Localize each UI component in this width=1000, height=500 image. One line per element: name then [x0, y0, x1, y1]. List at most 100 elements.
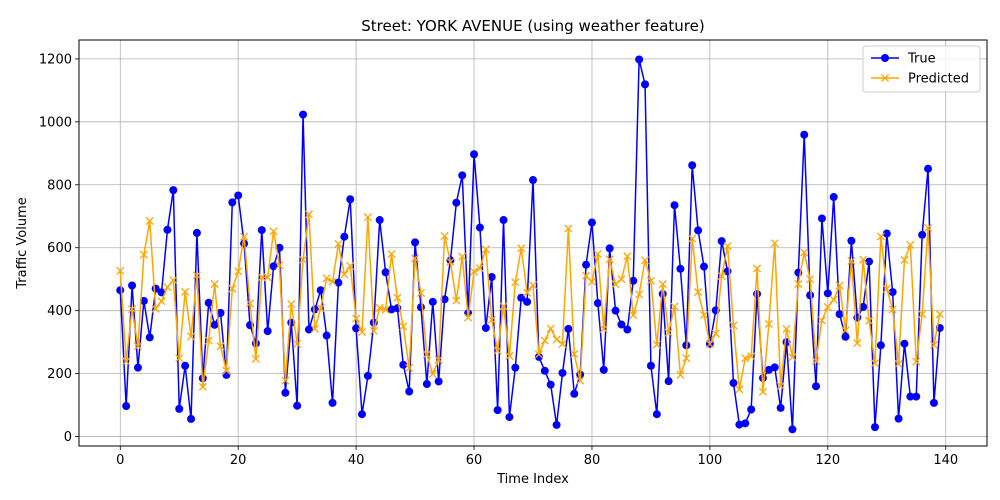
x-axis-title: Time Index	[496, 472, 569, 487]
data-point-predicted	[434, 355, 443, 364]
data-point-true	[505, 413, 514, 422]
data-point-predicted	[652, 340, 661, 349]
legend-label-predicted: Predicted	[908, 72, 969, 87]
data-point-predicted	[876, 232, 885, 241]
data-point-true	[817, 214, 826, 223]
data-point-predicted	[346, 261, 355, 271]
data-point-true	[788, 425, 797, 434]
data-point-predicted	[735, 385, 744, 394]
data-point-predicted	[900, 255, 909, 265]
data-point-true	[422, 379, 431, 388]
data-point-true	[204, 298, 213, 307]
data-point-predicted	[723, 242, 732, 251]
data-point-true	[452, 198, 461, 207]
data-point-predicted	[517, 244, 526, 253]
data-point-predicted	[475, 264, 484, 273]
data-point-predicted	[670, 302, 679, 311]
data-point-true	[122, 402, 131, 411]
data-point-true	[263, 327, 272, 336]
data-point-true	[281, 388, 290, 397]
data-point-true	[593, 299, 602, 308]
data-point-true	[187, 414, 196, 423]
data-point-true	[416, 303, 425, 312]
data-point-predicted	[210, 279, 219, 288]
data-point-true	[540, 366, 549, 375]
data-point-predicted	[322, 274, 331, 283]
data-point-predicted	[387, 249, 396, 259]
x-tick-label: 80	[584, 453, 601, 468]
data-point-true	[499, 216, 508, 225]
data-point-true	[375, 216, 384, 225]
data-point-true	[116, 286, 125, 295]
data-point-predicted	[923, 223, 933, 232]
data-point-predicted	[304, 210, 314, 219]
data-point-predicted	[298, 255, 308, 264]
data-point-true	[546, 380, 555, 389]
data-point-predicted	[593, 249, 602, 259]
y-tick-label: 1200	[39, 52, 72, 67]
data-point-true	[381, 268, 390, 277]
data-point-true	[870, 423, 879, 432]
data-point-true	[641, 80, 650, 89]
data-point-true	[222, 370, 231, 379]
data-point-predicted	[204, 336, 213, 345]
data-point-predicted	[646, 276, 655, 285]
data-point-true	[900, 339, 909, 348]
data-point-true	[629, 276, 638, 285]
x-tick-label: 40	[348, 453, 365, 468]
data-point-predicted	[935, 310, 944, 319]
data-point-predicted	[251, 354, 260, 363]
data-point-true	[741, 419, 750, 428]
data-point-predicted	[428, 369, 437, 378]
data-point-true	[340, 232, 349, 241]
data-point-predicted	[275, 261, 284, 270]
data-point-true	[511, 363, 520, 372]
data-point-true	[163, 225, 172, 234]
data-point-predicted	[293, 339, 302, 349]
data-point-true	[829, 193, 838, 202]
data-point-predicted	[151, 304, 160, 313]
data-point-predicted	[181, 287, 190, 296]
data-point-predicted	[640, 256, 650, 265]
y-tick-label: 1000	[39, 115, 72, 130]
data-point-true	[841, 332, 850, 341]
data-point-true	[558, 368, 567, 377]
data-point-true	[534, 352, 543, 361]
x-tick-label: 20	[230, 453, 247, 468]
data-point-true	[358, 410, 367, 419]
data-point-predicted	[122, 357, 131, 366]
data-point-predicted	[169, 276, 178, 285]
data-point-predicted	[682, 354, 691, 363]
data-point-predicted	[405, 363, 414, 373]
data-point-true	[753, 289, 762, 298]
legend-marker-true	[881, 54, 889, 62]
data-point-predicted	[469, 267, 479, 276]
data-point-predicted	[894, 359, 903, 368]
data-point-predicted	[865, 316, 874, 325]
data-point-true	[157, 288, 166, 297]
data-point-true	[906, 392, 915, 401]
data-point-predicted	[688, 234, 697, 243]
data-point-true	[458, 171, 467, 180]
data-point-true	[564, 324, 573, 333]
data-point-predicted	[705, 339, 714, 349]
data-point-true	[169, 186, 178, 195]
data-point-predicted	[752, 264, 762, 273]
data-point-true	[853, 313, 862, 322]
data-point-predicted	[458, 252, 467, 261]
series-layer	[116, 55, 944, 434]
data-point-true	[882, 229, 891, 238]
data-point-true	[434, 377, 443, 386]
data-point-predicted	[558, 339, 567, 349]
data-point-true	[304, 325, 313, 334]
data-point-predicted	[334, 239, 343, 249]
data-point-predicted	[234, 267, 243, 276]
data-point-predicted	[929, 340, 938, 350]
data-point-true	[776, 403, 785, 412]
data-point-predicted	[245, 299, 255, 308]
data-point-true	[181, 361, 190, 370]
data-point-predicted	[546, 324, 555, 333]
data-point-predicted	[747, 352, 756, 361]
y-tick-label: 200	[47, 367, 72, 382]
